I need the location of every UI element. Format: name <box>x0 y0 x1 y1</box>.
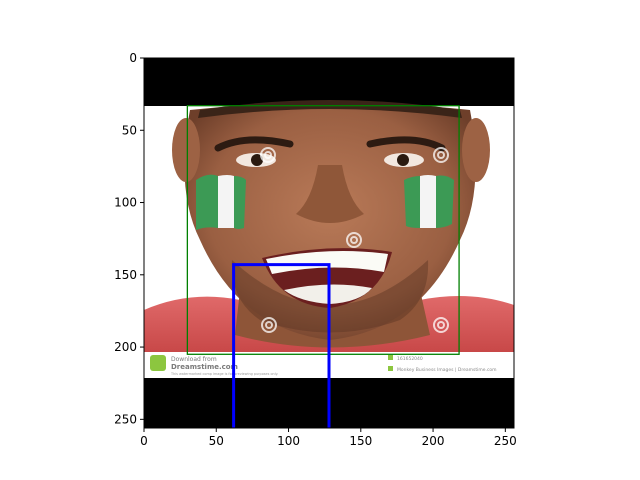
credit-icon <box>388 366 393 371</box>
watermark-id: 161652040 <box>397 356 423 362</box>
photo: Download from Dreamstime.com This waterm… <box>144 58 514 428</box>
x-tick-label: 50 <box>209 434 224 448</box>
watermark-line-2: Dreamstime.com <box>171 363 238 371</box>
id-icon <box>388 355 393 360</box>
left-cheek-flag <box>196 174 246 230</box>
dreamstime-logo-icon <box>150 355 166 371</box>
annotation-overlays <box>186 105 460 428</box>
x-tick-label: 100 <box>277 434 300 448</box>
y-axis: 0 50 100 150 200 250 <box>114 51 144 426</box>
watermark-marks <box>260 147 449 333</box>
y-tick-label: 50 <box>122 123 137 137</box>
y-tick-label: 200 <box>114 340 137 354</box>
y-tick-label: 150 <box>114 268 137 282</box>
right-cheek-flag <box>404 175 454 228</box>
watermark-fine-print: This watermarked comp image is for previ… <box>170 372 278 376</box>
x-tick-label: 150 <box>349 434 372 448</box>
blue-marker-line <box>232 263 331 428</box>
x-tick-label: 200 <box>422 434 445 448</box>
x-axis: 0 50 100 150 200 250 <box>140 428 517 448</box>
axes-frame <box>143 57 515 429</box>
hair <box>198 100 462 118</box>
right-pupil <box>397 154 409 166</box>
watermark-credit: Monkey Business Images | Dreamstime.com <box>397 367 497 373</box>
x-tick-label: 250 <box>494 434 517 448</box>
upper-teeth <box>266 250 388 274</box>
y-tick-label: 100 <box>114 196 137 210</box>
y-tick-label: 250 <box>114 412 137 426</box>
watermark-line-1: Download from <box>171 356 217 363</box>
bounding-box-rectangle <box>186 105 460 355</box>
left-eyebrow <box>214 136 294 152</box>
nose <box>296 165 364 223</box>
y-tick-label: 0 <box>129 51 137 65</box>
x-tick-label: 0 <box>140 434 148 448</box>
right-ear <box>462 118 490 182</box>
left-ear <box>172 118 200 182</box>
right-eyebrow <box>366 136 446 152</box>
beard-shadow <box>231 260 429 333</box>
left-pupil <box>251 154 263 166</box>
